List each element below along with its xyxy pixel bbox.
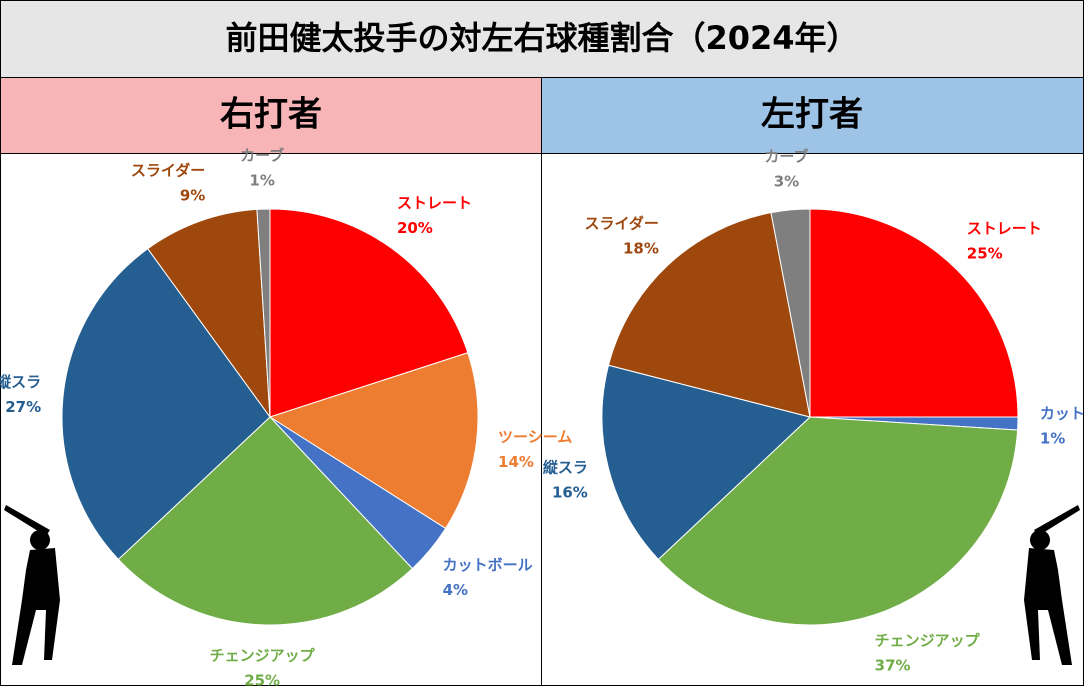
value-label: 16% (552, 484, 588, 502)
value-label: 25% (244, 671, 280, 686)
chart-title: 前田健太投手の対左右球種割合（2024年） (225, 19, 858, 57)
pie-slice (601, 364, 812, 561)
value-label: 18% (623, 239, 659, 257)
pie-slice (607, 212, 811, 418)
pie-slice (268, 352, 479, 530)
pie-slice (61, 248, 271, 561)
slice-label: カットボール (443, 556, 533, 574)
batter-icon (4, 505, 60, 665)
batter-icon (1024, 505, 1080, 665)
slice-label: スライダー (584, 214, 658, 232)
title-bar (0, 0, 1084, 78)
value-label: 4% (443, 581, 468, 599)
slice-label: 縦スラ (543, 459, 588, 477)
slice-label: ストレート (397, 194, 472, 212)
panel-title: 左打者 (761, 95, 863, 135)
slice-label: ツーシーム (498, 428, 572, 446)
slice-label: 縦スラ (0, 373, 41, 391)
pie-slice (657, 416, 1019, 626)
value-label: 1% (249, 172, 274, 190)
value-label: 3% (774, 173, 799, 191)
pie-slice (770, 208, 811, 418)
pie-slice (147, 208, 271, 419)
value-label: 27% (5, 398, 41, 416)
pie-slice (117, 416, 414, 626)
slice-label: カットボール (1040, 404, 1084, 422)
value-label: 25% (967, 245, 1003, 263)
slice-label: カーブ (240, 147, 284, 165)
slice-label: チェンジアップ (875, 632, 981, 650)
value-label: 1% (1040, 429, 1065, 447)
value-label: 9% (180, 186, 205, 204)
panel-header (0, 77, 542, 154)
value-label: 37% (875, 657, 911, 675)
slice-label: カーブ (764, 148, 808, 166)
panel-title: 右打者 (220, 95, 322, 135)
slice-label: スライダー (131, 161, 205, 179)
pie-slice (809, 208, 1019, 418)
value-label: 14% (498, 453, 534, 471)
pie-slice (269, 208, 469, 418)
pie-slice (256, 208, 271, 418)
value-label: 20% (397, 219, 433, 237)
panel-header (541, 77, 1084, 154)
slice-label: ストレート (967, 220, 1042, 238)
slice-label: チェンジアップ (210, 646, 316, 664)
